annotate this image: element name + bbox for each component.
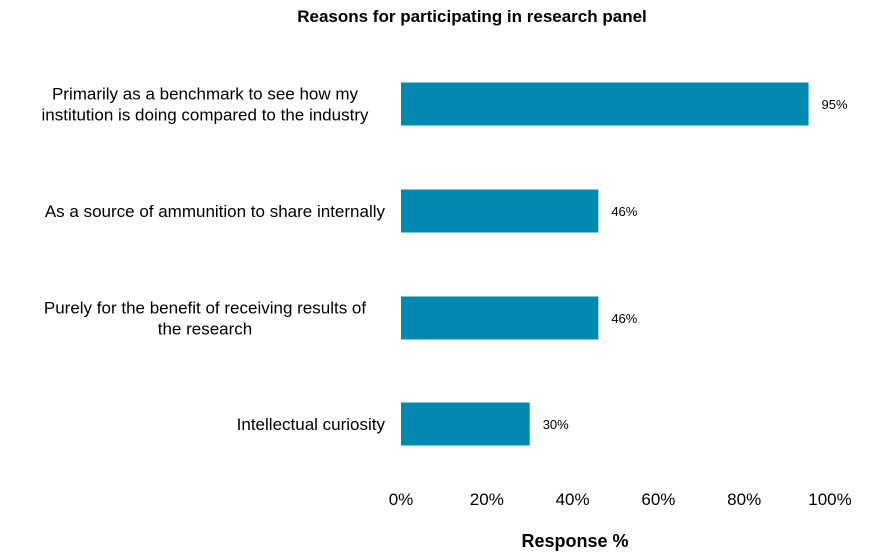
value-label-4: 30% [543, 417, 569, 432]
bar-1 [401, 82, 809, 126]
x-tick-label-5: 80% [727, 490, 761, 509]
x-axis-label: Response % [521, 531, 628, 551]
category-labels-group: Primarily as a benchmark to see how my in… [42, 85, 386, 435]
value-label-3: 46% [611, 311, 637, 326]
category-label-4: Intellectual curiosity [237, 415, 386, 434]
bar-4 [401, 402, 530, 446]
value-label-1: 95% [822, 97, 848, 112]
value-label-2: 46% [611, 204, 637, 219]
category-label-2: As a source of ammunition to share inter… [45, 202, 386, 221]
x-tick-label-2: 20% [470, 490, 504, 509]
category-label-3: Purely for the benefit of receiving resu… [44, 299, 366, 339]
x-tick-labels-group: 0% 20% 40% 60% 80% 100% [389, 490, 852, 509]
chart-title: Reasons for participating in research pa… [297, 7, 647, 26]
x-tick-label-4: 60% [641, 490, 675, 509]
x-tick-label-6: 100% [808, 490, 851, 509]
category-label-1: Primarily as a benchmark to see how my in… [42, 85, 369, 125]
x-tick-label-3: 40% [556, 490, 590, 509]
bar-2 [401, 189, 599, 233]
bar-3 [401, 296, 599, 340]
value-labels-group: 95% 46% 46% 30% [543, 97, 848, 432]
x-tick-label-1: 0% [389, 490, 414, 509]
bars-group [401, 82, 809, 446]
